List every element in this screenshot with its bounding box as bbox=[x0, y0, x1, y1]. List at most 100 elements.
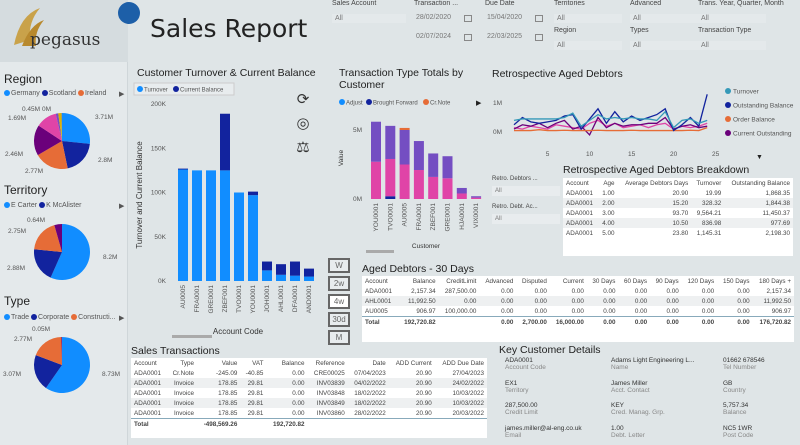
bar-turnover[interactable] bbox=[262, 270, 272, 281]
pie-slice[interactable] bbox=[45, 337, 90, 393]
column-header[interactable]: Balance bbox=[412, 277, 436, 285]
calendar-icon[interactable] bbox=[464, 15, 472, 22]
filter-dropdown[interactable]: All bbox=[554, 41, 622, 50]
bar-turnover[interactable] bbox=[304, 276, 314, 281]
column-header[interactable]: 90 Days bbox=[655, 277, 679, 285]
table-row[interactable]: ADA0001 1.00 20.90 19.99 1,868.35 bbox=[563, 188, 793, 198]
column-header[interactable]: Balance bbox=[281, 359, 305, 367]
table-row[interactable]: ADA0001 Cr.Note -245.09 -40.85 0.00 CRE00025 0… bbox=[131, 368, 487, 378]
table-row[interactable]: ADA0001 2.00 15.20 328.32 1,844.38 bbox=[563, 198, 793, 208]
line-series[interactable] bbox=[513, 110, 708, 129]
line-series[interactable] bbox=[514, 127, 708, 132]
column-header[interactable]: Reference bbox=[315, 359, 345, 367]
legend-next-arrow-icon[interactable]: ▶ bbox=[119, 315, 125, 322]
stacked-bar-segment[interactable] bbox=[413, 141, 424, 171]
table-row[interactable]: ADA0001 Invoice 178.85 29.81 0.00 INV03860 28/… bbox=[131, 408, 487, 419]
time-range-button-w[interactable]: W bbox=[328, 258, 350, 273]
bar-current-balance[interactable] bbox=[248, 191, 258, 196]
column-header[interactable]: Type bbox=[180, 359, 194, 367]
stacked-bar-segment[interactable] bbox=[399, 127, 410, 130]
stacked-bar-segment[interactable] bbox=[471, 196, 482, 198]
column-header[interactable]: Account bbox=[566, 179, 589, 187]
filter-dropdown[interactable]: All bbox=[698, 41, 766, 50]
pie-slice[interactable] bbox=[61, 337, 62, 365]
bar-current-balance[interactable] bbox=[304, 268, 314, 277]
pie-slice[interactable] bbox=[55, 113, 62, 141]
pie-slice[interactable] bbox=[50, 224, 91, 280]
filter-dropdown[interactable]: All bbox=[554, 14, 622, 23]
column-header[interactable]: VAT bbox=[252, 359, 264, 367]
bar-current-balance[interactable] bbox=[262, 261, 272, 271]
pie-slice[interactable] bbox=[38, 113, 62, 141]
pie-slice[interactable] bbox=[58, 113, 62, 141]
stacked-bar-segment[interactable] bbox=[456, 193, 467, 199]
time-range-button-m[interactable]: M bbox=[328, 330, 350, 345]
stacked-bar-segment[interactable] bbox=[428, 176, 439, 199]
column-header[interactable]: 180 Days + bbox=[758, 277, 791, 285]
pie-slice[interactable] bbox=[35, 337, 62, 365]
pie-slice[interactable] bbox=[33, 125, 62, 156]
time-range-button-30d[interactable]: 30d bbox=[328, 312, 350, 327]
column-header[interactable]: Current bbox=[562, 277, 584, 285]
line-series[interactable] bbox=[513, 94, 708, 132]
stacked-bar-segment[interactable] bbox=[442, 178, 453, 199]
stacked-bar-segment[interactable] bbox=[471, 197, 482, 199]
column-header[interactable]: 120 Days bbox=[687, 277, 715, 285]
bar-turnover[interactable] bbox=[248, 195, 258, 281]
bar-current-balance[interactable] bbox=[290, 261, 300, 276]
table-row[interactable]: ADA0001 Invoice 178.85 29.81 0.00 INV03848 18/… bbox=[131, 388, 487, 398]
stacked-bar-segment[interactable] bbox=[385, 158, 396, 197]
bar-turnover[interactable] bbox=[178, 169, 188, 281]
filter-dropdown[interactable]: All bbox=[492, 186, 560, 196]
stacked-bar-segment[interactable] bbox=[442, 156, 453, 179]
stacked-bar-segment[interactable] bbox=[399, 164, 410, 200]
bar-turnover[interactable] bbox=[220, 170, 230, 281]
date-from-input[interactable]: 15/04/2020 bbox=[487, 14, 523, 21]
time-range-button-2w[interactable]: 2w bbox=[328, 276, 350, 291]
column-header[interactable]: Date bbox=[372, 359, 386, 367]
column-header[interactable]: 30 Days bbox=[592, 277, 616, 285]
bar-turnover[interactable] bbox=[192, 170, 202, 281]
table-row[interactable]: AU0005 906.97 100,000.00 0.00 0.00 0.00 0.00 0.… bbox=[362, 306, 794, 317]
column-header[interactable]: Turnover bbox=[696, 179, 722, 187]
bar-turnover[interactable] bbox=[206, 170, 216, 281]
stacked-bar-segment[interactable] bbox=[456, 187, 467, 194]
calendar-icon[interactable] bbox=[464, 34, 472, 41]
bar-current-balance[interactable] bbox=[220, 113, 230, 171]
column-header[interactable]: ADD Current bbox=[395, 359, 432, 367]
column-header[interactable]: 150 Days bbox=[722, 277, 750, 285]
horizontal-scrollbar[interactable] bbox=[366, 250, 394, 253]
pie-slice[interactable] bbox=[61, 113, 62, 141]
column-header[interactable]: Average Debtors Days bbox=[625, 179, 689, 187]
stacked-bar-segment[interactable] bbox=[385, 196, 396, 199]
scales-icon[interactable]: ⚖ bbox=[296, 139, 310, 156]
line-series[interactable] bbox=[513, 116, 708, 137]
pie-slice[interactable] bbox=[62, 113, 91, 144]
time-range-button-4w[interactable]: 4w bbox=[328, 294, 350, 309]
table-row[interactable]: ADA0001 5.00 23.80 1,145.31 2,198.30 bbox=[563, 228, 793, 238]
bar-turnover[interactable] bbox=[276, 274, 286, 281]
table-row[interactable]: ADA0001 3.00 93.70 9,564.21 11,450.37 bbox=[563, 208, 793, 218]
filter-dropdown[interactable]: All bbox=[630, 41, 698, 50]
legend-next-arrow-icon[interactable]: ▶ bbox=[119, 91, 125, 98]
stacked-bar-segment[interactable] bbox=[399, 130, 410, 165]
column-header[interactable]: 60 Days bbox=[623, 277, 648, 285]
stacked-bar-segment[interactable] bbox=[371, 121, 381, 162]
calendar-icon[interactable] bbox=[535, 15, 543, 22]
filter-dropdown[interactable]: All bbox=[698, 14, 766, 23]
column-header[interactable]: Age bbox=[603, 179, 615, 187]
column-header[interactable]: ADD Due Date bbox=[442, 359, 484, 367]
stacked-bar-segment[interactable] bbox=[413, 170, 424, 199]
column-header[interactable]: Account bbox=[365, 277, 388, 285]
coins-icon[interactable]: ◎ bbox=[296, 115, 310, 132]
bar-current-balance[interactable] bbox=[178, 168, 188, 170]
column-header[interactable]: Value bbox=[221, 359, 238, 367]
filter-dropdown[interactable]: All bbox=[630, 14, 698, 23]
stacked-bar-segment[interactable] bbox=[371, 161, 381, 199]
table-row[interactable]: ADA0001 4.00 10.50 836.98 977.69 bbox=[563, 218, 793, 228]
pie-slice[interactable] bbox=[34, 355, 62, 388]
pie-slice[interactable] bbox=[54, 224, 62, 252]
column-header[interactable]: Account bbox=[134, 359, 157, 367]
table-row[interactable]: ADA0001 Invoice 178.85 29.81 0.00 INV03849 18/… bbox=[131, 398, 487, 408]
pie-slice[interactable] bbox=[34, 225, 62, 252]
